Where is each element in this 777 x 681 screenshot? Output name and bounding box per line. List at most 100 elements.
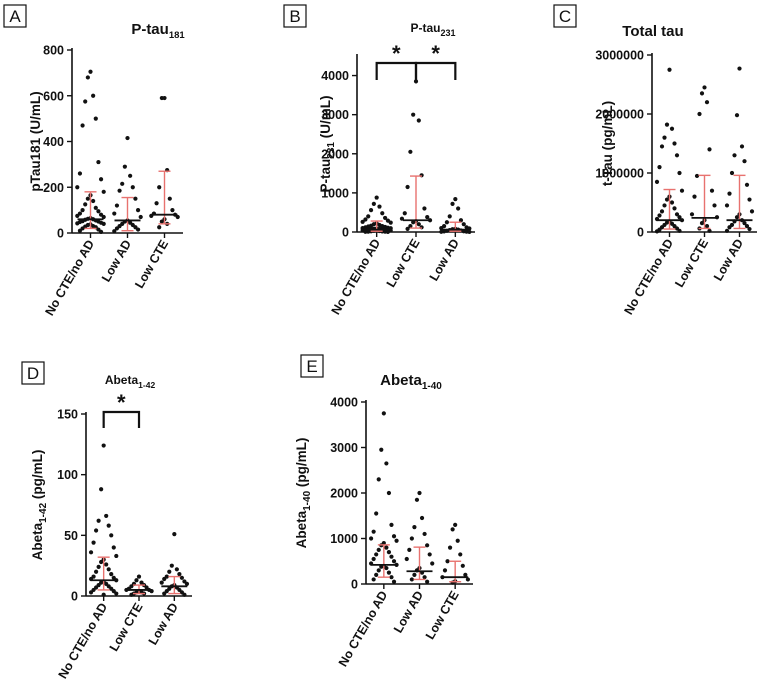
y-tick-label: 3000 [321,108,349,122]
data-point [384,545,389,550]
data-point [467,229,472,235]
y-tick-label: 150 [57,408,78,422]
x-tick-label: Low CTE [384,237,423,290]
data-point [389,554,394,559]
data-point [450,201,455,206]
data-point [727,191,732,196]
panel-label-box [21,361,45,385]
chart-title-text: Total tau [622,23,683,40]
data-point [455,538,460,543]
data-point [114,226,120,231]
data-point [404,556,409,562]
x-tick-label: No CTE/no AD [42,238,97,319]
data-point [135,208,141,213]
chart-title-subscript: 1-42 [138,380,155,390]
data-point [374,552,379,557]
data-point [450,527,455,532]
y-axis-label-unit: (U/mL) [318,96,333,143]
data-point [386,490,392,496]
data-point [114,553,119,559]
data-point [88,550,94,555]
data-point [374,572,379,578]
data-point [408,149,413,154]
data-point [742,159,747,164]
data-point [114,591,119,596]
data-point [106,567,111,572]
y-axis-label: t-Tau (pg/mL) [600,101,615,186]
data-point [727,225,732,230]
data-point [371,529,376,534]
y-axis-label-text: pTau181 (U/mL) [28,91,43,191]
data-point [384,461,389,466]
data-point [386,550,392,555]
data-point [112,211,117,216]
data-point [88,590,94,595]
data-point [747,226,752,232]
y-axis-label-subscript: 231 [326,142,337,159]
data-point [112,229,117,234]
data-point [377,204,382,209]
data-point [391,559,397,564]
panel-label-box [283,4,307,28]
data-point [417,490,422,496]
data-point [407,547,412,552]
data-point [411,220,416,225]
data-point [709,188,715,193]
group-3: Low AD [711,66,755,283]
panel-label: D [27,364,39,383]
data-point [419,515,425,521]
data-point [408,224,413,229]
data-point [659,144,665,149]
data-point [130,185,135,190]
data-point [657,213,662,218]
data-point [444,220,450,225]
data-point [101,189,106,194]
data-point [91,540,96,545]
data-point [416,222,421,227]
y-axis-label: pTau181 (U/mL) [28,91,43,191]
data-point [177,572,182,577]
data-point [422,206,427,211]
data-point [179,575,185,580]
data-point [442,568,448,573]
significance-marker: * [431,41,440,66]
data-point [657,165,662,170]
data-point [732,153,737,158]
panel-label: E [306,357,317,376]
chart-title-text: Abeta [105,373,139,387]
data-point [159,219,164,224]
data-point [416,118,421,123]
data-point [75,221,80,226]
data-point [422,531,427,537]
data-point [409,577,414,582]
y-tick-label: 0 [637,226,644,240]
chart-title: Abeta1-40 [380,372,442,392]
y-tick-label: 4000 [330,396,358,410]
y-axis-label-text: Abeta [294,510,309,548]
chart-title-text: P-tau [410,21,440,35]
data-point [388,220,393,225]
data-point [704,224,710,229]
data-point [93,569,99,574]
data-point [734,215,740,220]
data-point [363,229,368,234]
data-point [99,559,104,565]
x-tick-label: Low AD [99,238,134,285]
chart-title-subscript: 1-40 [422,381,442,392]
x-tick-label: Low CTE [672,237,711,290]
data-point [91,198,96,204]
data-point [453,197,458,202]
chart-title: Abeta1-42 [105,373,156,390]
data-point [129,592,134,597]
data-point [413,79,419,84]
panel-a: A P-tau181 0 200 400 600 800 pTau181 (U/mL) No C… [3,4,185,319]
data-point [96,564,101,569]
data-point [157,225,162,230]
panel-label-box [553,4,577,28]
chart-title-text: Abeta [380,372,422,389]
data-point [371,201,376,206]
data-point [405,226,410,231]
data-point [85,196,90,201]
data-point [109,533,114,538]
